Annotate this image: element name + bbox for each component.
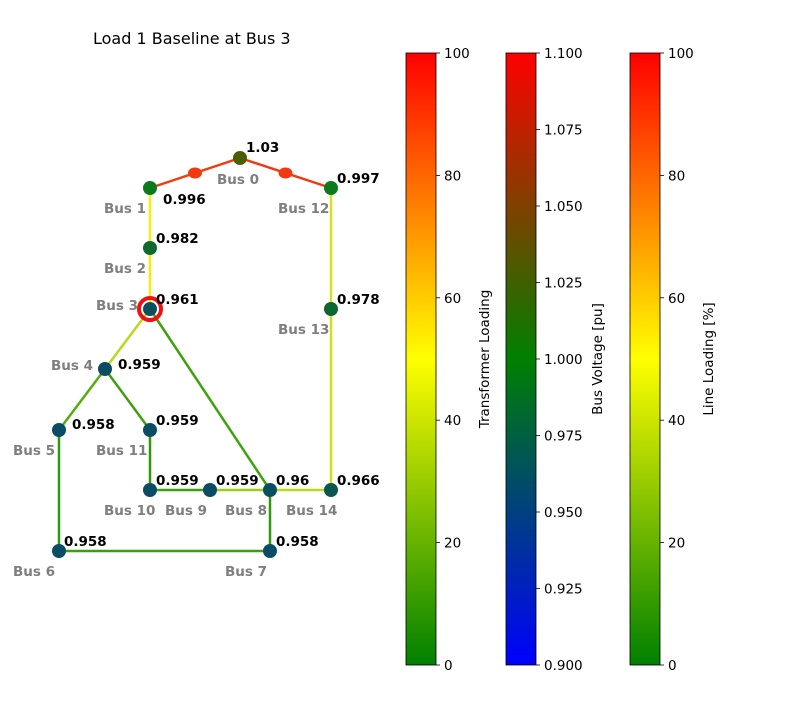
bus-voltage-label: 0.958 (276, 534, 319, 550)
bus-node-5 (52, 423, 66, 437)
bus-node-8 (263, 483, 277, 497)
colorbar-tick-label: 20 (668, 536, 685, 552)
colorbar-tick-label: 60 (444, 291, 461, 307)
bus-voltage-label: 0.996 (163, 192, 206, 208)
colorbar-tick-label: 0.925 (544, 582, 583, 598)
colorbar-tick-label: 100 (668, 46, 694, 62)
bus-voltage-label: 0.959 (216, 473, 259, 489)
bus-node-12 (324, 181, 338, 195)
colorbar-2: 0 20 40 60 80 100 Line Loading [%] (629, 46, 717, 674)
colorbar-tick-label: 0.975 (544, 429, 583, 445)
bus-node-3 (143, 302, 157, 316)
bus-voltage-label: 0.966 (337, 473, 380, 489)
bus-voltage-label: 0.96 (276, 473, 309, 489)
bus-node-14 (324, 483, 338, 497)
bus-name-label: Bus 6 (13, 564, 55, 580)
bus-voltage-label: 0.959 (118, 357, 161, 373)
bus-name-label: Bus 5 (13, 443, 55, 459)
colorbar-tick-label: 80 (444, 168, 461, 184)
bus-voltage-label: 1.03 (246, 140, 279, 156)
colorbar-tick-label: 1.050 (544, 199, 583, 215)
edges-layer (57, 188, 333, 553)
bus-node-4 (98, 362, 112, 376)
bus-name-label: Bus 7 (225, 564, 267, 580)
bus-voltage-label: 0.961 (156, 292, 199, 308)
colorbar-tick-label: 1.100 (544, 46, 583, 62)
colorbar-tick-label: 20 (444, 536, 461, 552)
bus-name-label: Bus 2 (104, 261, 146, 277)
bus-name-label: Bus 3 (96, 298, 138, 314)
colorbar-tick-label: 0.900 (544, 658, 583, 674)
colorbar-tick-label: 1.025 (544, 276, 583, 292)
colorbar-tick-label: 1.075 (544, 123, 583, 139)
colorbar-tick-label: 100 (444, 46, 470, 62)
line-4-11 (103, 368, 152, 431)
bus-node-9 (203, 483, 217, 497)
load-marker-layer (137, 296, 163, 322)
colorbar-label: Bus Voltage [pu] (590, 303, 606, 415)
colorbar-tick-label: 60 (668, 291, 685, 307)
colorbar-label: Transformer Loading (477, 290, 493, 430)
bus-name-label: Bus 8 (225, 503, 267, 519)
colorbar-0: 0 20 40 60 80 100 Transformer Loading (405, 46, 493, 674)
bus-name-label: Bus 14 (286, 503, 337, 519)
bus-node-7 (263, 544, 277, 558)
bus-layer (52, 151, 338, 558)
bus-name-label: Bus 11 (96, 443, 147, 459)
bus-node-10 (143, 483, 157, 497)
bus-voltage-label: 0.982 (156, 231, 199, 247)
label-layer: Bus 0 1.03 Bus 1 0.996 Bus 2 0.982 Bus 3 0.961 B… (13, 140, 380, 580)
bus-voltage-label: 0.997 (337, 171, 380, 187)
line-4-5 (58, 368, 106, 431)
colorbar-tick-label: 40 (444, 413, 461, 429)
bus-node-0 (233, 151, 247, 165)
colorbar-1: 0.900 0.925 0.950 0.975 1.000 1.025 1.050 1.075… (505, 46, 606, 674)
bus-name-label: Bus 0 (217, 172, 259, 188)
colorbar-gradient (405, 52, 437, 666)
line-3-8 (148, 308, 272, 491)
transformer-layer (149, 156, 332, 190)
bus-node-2 (143, 241, 157, 255)
bus-name-label: Bus 10 (104, 503, 155, 519)
bus-node-11 (143, 423, 157, 437)
figure-title: Load 1 Baseline at Bus 3 (93, 29, 291, 48)
bus-name-label: Bus 12 (278, 201, 329, 217)
colorbar-layer: 0 20 40 60 80 100 Transformer Loading 0.900 0.92… (405, 46, 717, 674)
colorbar-tick-label: 0.950 (544, 505, 583, 521)
colorbar-tick-label: 0 (668, 658, 677, 674)
colorbar-gradient (505, 52, 537, 666)
bus-voltage-label: 0.958 (72, 417, 115, 433)
colorbar-tick-label: 1.000 (544, 352, 583, 368)
transformer-symbol (188, 167, 202, 179)
bus-node-13 (324, 302, 338, 316)
transformer-symbol (278, 167, 293, 179)
bus-node-6 (52, 544, 66, 558)
load-marker-ring (137, 296, 163, 322)
colorbar-gradient (629, 52, 661, 666)
bus-voltage-label: 0.958 (64, 534, 107, 550)
bus-name-label: Bus 9 (165, 503, 207, 519)
colorbar-tick-label: 0 (444, 658, 453, 674)
bus-name-label: Bus 4 (51, 358, 93, 374)
bus-node-1 (143, 181, 157, 195)
colorbar-tick-label: 80 (668, 168, 685, 184)
colorbar-tick-label: 40 (668, 413, 685, 429)
colorbar-label: Line Loading [%] (701, 302, 717, 415)
bus-name-label: Bus 1 (104, 201, 146, 217)
bus-voltage-label: 0.959 (156, 473, 199, 489)
bus-voltage-label: 0.978 (337, 292, 380, 308)
bus-name-label: Bus 13 (278, 322, 329, 338)
bus-voltage-label: 0.959 (156, 413, 199, 429)
